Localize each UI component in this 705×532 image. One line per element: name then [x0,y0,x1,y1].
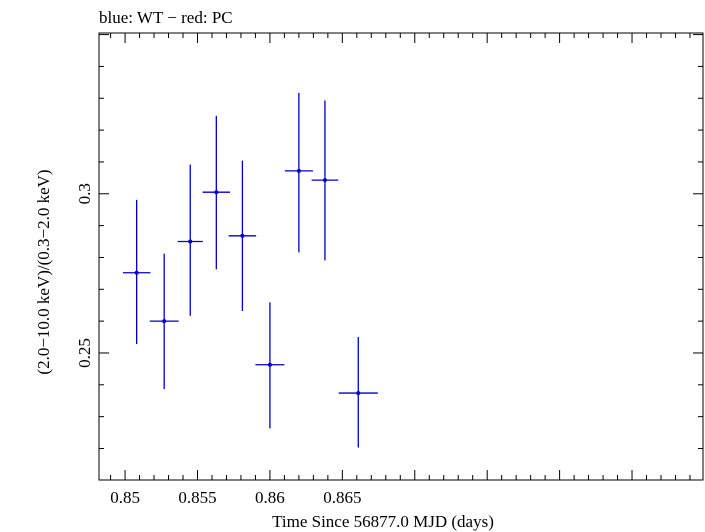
point-marker [240,233,245,238]
x-axis: 0.85 0.855 0.86 0.865 [110,33,691,507]
x-axis-label: Time Since 56877.0 MJD (days) [272,512,494,531]
point-marker [296,168,301,173]
data-point [149,253,179,389]
plot-frame [98,32,704,481]
point-marker [214,190,219,195]
x-tick-label: 0.855 [178,488,216,507]
point-marker [267,362,272,367]
data-point [311,100,339,261]
point-marker [322,178,327,183]
point-marker [134,270,139,275]
chart-title: blue: WT − red: PC [99,8,233,27]
data-point [255,302,285,429]
data-point [228,160,257,311]
data-series-wt [122,92,378,448]
point-marker [356,391,361,396]
x-tick-label: 0.85 [110,488,140,507]
data-point [338,337,378,448]
point-marker [188,239,193,244]
data-point [177,164,203,316]
y-axis-label: (2.0−10.0 keV)/(0.3−2.0 keV) [34,169,53,374]
data-point [284,92,313,253]
y-tick-label: 0.3 [75,183,94,204]
y-tick-label: 0.25 [75,338,94,368]
data-point [122,199,151,345]
data-point [202,115,231,270]
x-tick-label: 0.86 [255,488,285,507]
x-tick-label: 0.865 [323,488,361,507]
point-marker [162,319,167,324]
y-axis: 0.25 0.3 [75,34,703,449]
